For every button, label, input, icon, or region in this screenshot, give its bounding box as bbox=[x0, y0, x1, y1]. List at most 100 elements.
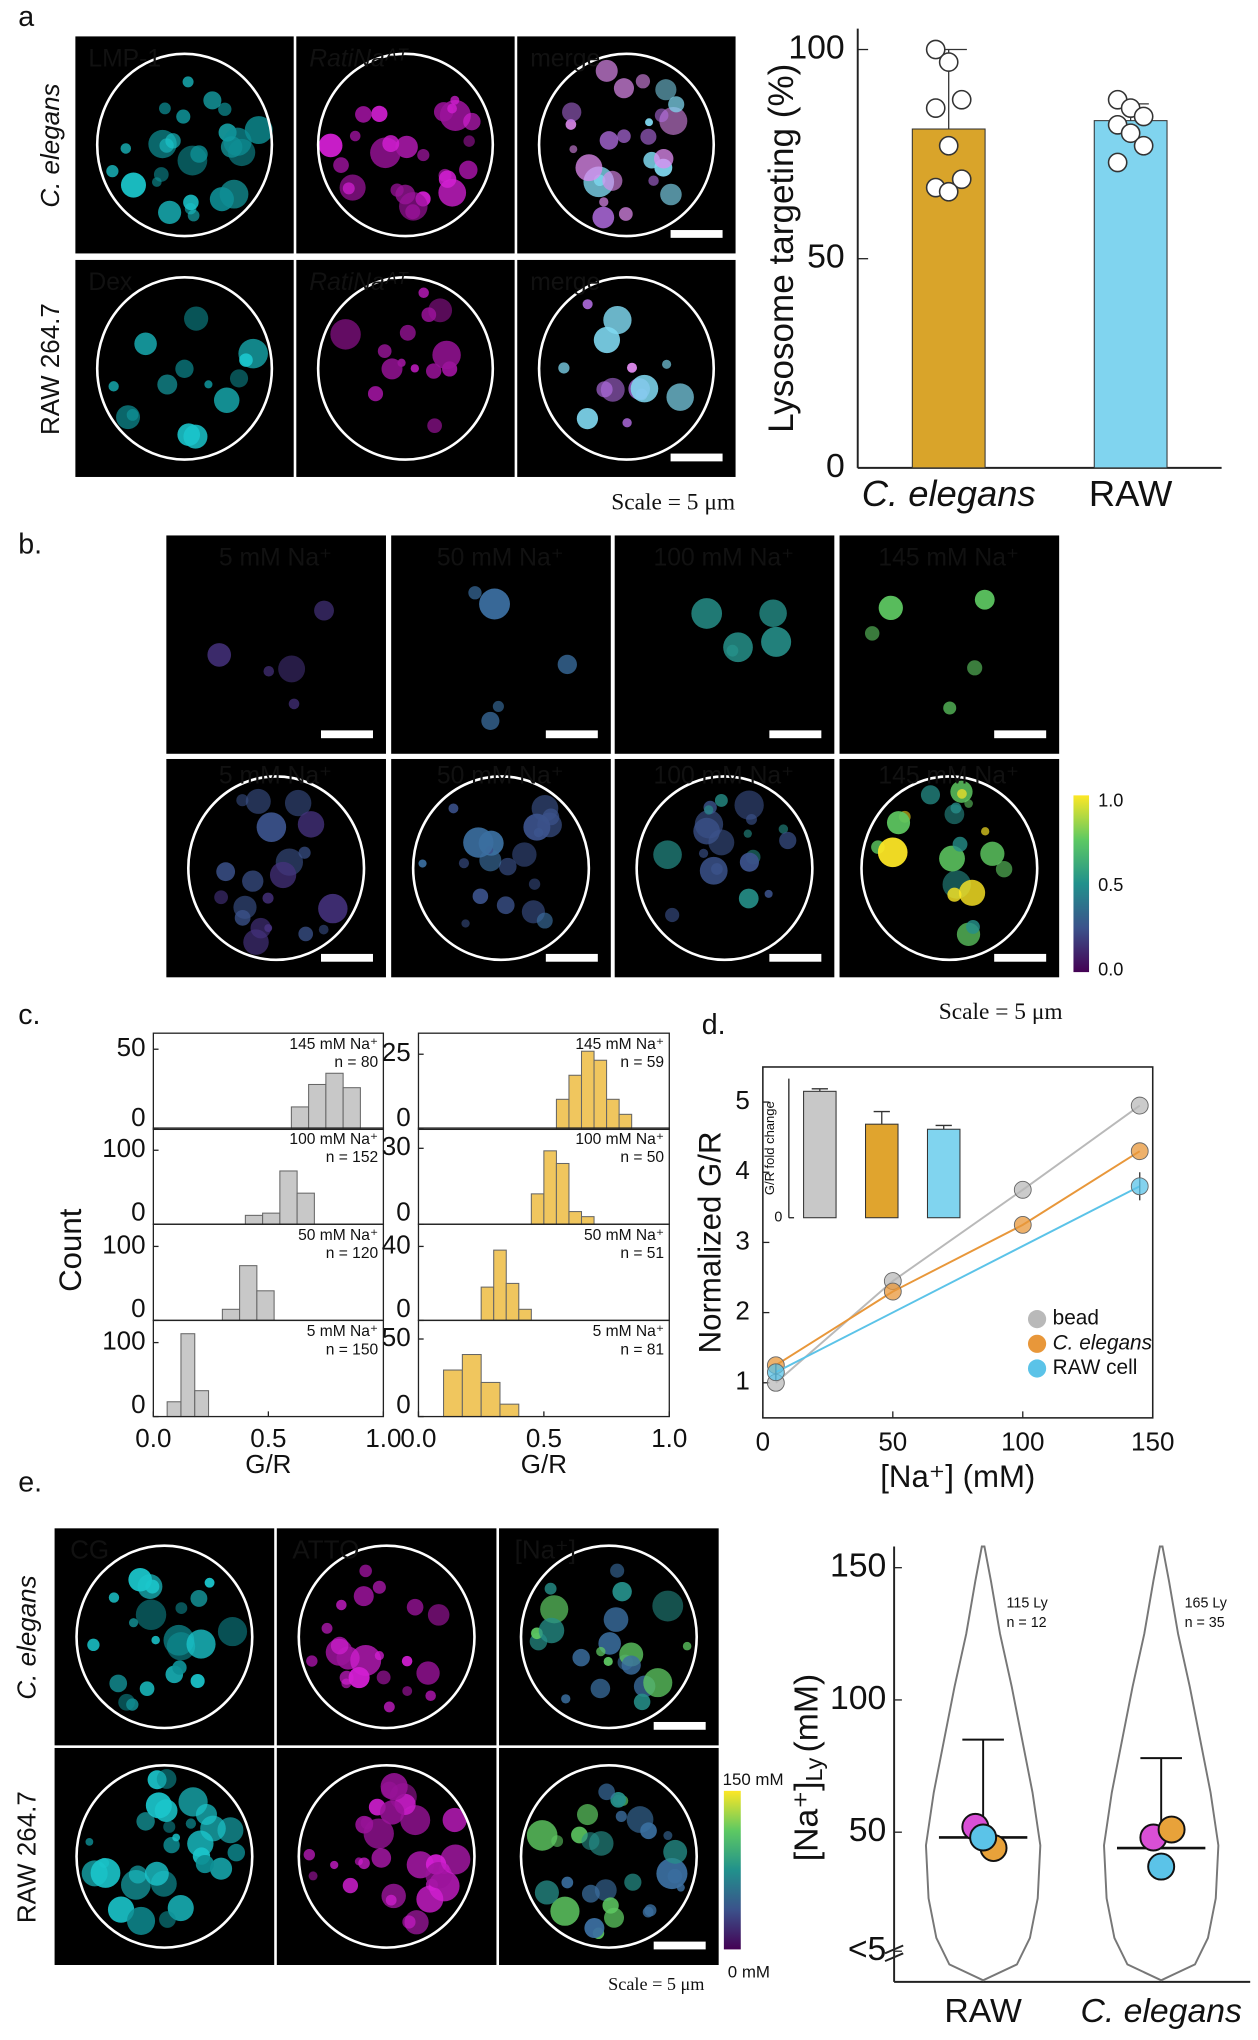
annotation: n = 80 bbox=[334, 1054, 378, 1071]
signal-blob bbox=[595, 59, 618, 82]
signal-blob bbox=[318, 924, 329, 935]
signal-blob bbox=[612, 1581, 632, 1602]
signal-blob bbox=[599, 197, 609, 207]
signal-blob bbox=[463, 135, 475, 147]
signal-blob bbox=[967, 660, 983, 676]
scale-note: Scale = 5 μm bbox=[939, 999, 1063, 1025]
signal-blob bbox=[339, 1670, 354, 1685]
signal-blob bbox=[120, 172, 146, 198]
annotation: n = 59 bbox=[620, 1054, 664, 1071]
y-tick-label: 0 bbox=[131, 1102, 145, 1132]
signal-blob bbox=[569, 145, 578, 154]
histogram-bar bbox=[480, 1286, 495, 1321]
channel-label: ATTO bbox=[292, 1535, 359, 1565]
signal-blob bbox=[209, 187, 234, 212]
histogram-bar bbox=[606, 1098, 620, 1130]
x-tick-label: 100 bbox=[1001, 1427, 1044, 1457]
signal-blob bbox=[175, 1602, 188, 1614]
histogram-bar bbox=[555, 1162, 570, 1225]
signal-blob bbox=[367, 386, 384, 402]
signal-blob bbox=[463, 827, 494, 858]
signal-blob bbox=[371, 105, 388, 122]
scale-bar bbox=[769, 730, 822, 739]
condition-label: 100 mM Na⁺ bbox=[654, 544, 795, 571]
signal-blob bbox=[269, 861, 297, 889]
signal-blob bbox=[159, 138, 174, 153]
legend-marker bbox=[1027, 1359, 1047, 1378]
histogram-bar bbox=[505, 1282, 520, 1321]
colorbar-label: 0.5 bbox=[1098, 875, 1123, 895]
signal-blob bbox=[239, 353, 253, 367]
signal-blob bbox=[401, 1655, 413, 1667]
signal-blob bbox=[663, 1839, 688, 1864]
y-tick-label: <5 bbox=[848, 1930, 887, 1968]
annotation: 100 mM Na⁺ bbox=[289, 1131, 378, 1148]
signal-blob bbox=[108, 1592, 120, 1603]
channel-label: Dex bbox=[88, 269, 133, 296]
signal-blob bbox=[704, 805, 714, 815]
signal-blob bbox=[610, 1791, 627, 1808]
signal-blob bbox=[528, 878, 541, 890]
row-label: C. elegans bbox=[35, 83, 65, 207]
signal-blob bbox=[761, 626, 792, 657]
y-tick-label: 0 bbox=[396, 1293, 410, 1323]
data-point bbox=[1130, 1142, 1149, 1161]
signal-blob bbox=[644, 1904, 657, 1917]
violin-outline bbox=[924, 1545, 1042, 1982]
micrograph bbox=[839, 535, 1060, 754]
colorbar-label: 0 mM bbox=[728, 1962, 770, 1981]
row-label: C. elegans bbox=[11, 1575, 41, 1699]
signal-blob bbox=[920, 785, 941, 805]
row-label: RAW 264.7 bbox=[35, 303, 65, 435]
signal-blob bbox=[596, 1646, 606, 1657]
signal-blob bbox=[635, 74, 651, 89]
signal-blob bbox=[496, 896, 515, 915]
signal-blob bbox=[459, 160, 478, 180]
panel-label: b. bbox=[18, 528, 42, 560]
signal-blob bbox=[626, 362, 638, 373]
signal-blob bbox=[726, 644, 739, 657]
y-axis-label-part: [Na⁺] bbox=[787, 1781, 825, 1861]
histogram-bar bbox=[443, 1369, 463, 1418]
signal-blob bbox=[958, 879, 986, 906]
x-tick-label: 0.0 bbox=[400, 1423, 436, 1453]
signal-blob bbox=[156, 1769, 177, 1789]
signal-blob bbox=[145, 1792, 172, 1819]
x-tick-label: C. elegans bbox=[862, 473, 1036, 514]
signal-blob bbox=[109, 1674, 128, 1693]
signal-blob bbox=[250, 917, 272, 939]
y-tick-label: 50 bbox=[117, 1032, 146, 1062]
signal-blob bbox=[399, 192, 428, 221]
histogram-bar bbox=[580, 1216, 595, 1225]
signal-blob bbox=[263, 665, 275, 677]
signal-blob bbox=[298, 926, 314, 942]
annotation: n = 120 bbox=[326, 1245, 379, 1262]
condition-label: 5 mM Na⁺ bbox=[219, 544, 332, 571]
signal-blob bbox=[746, 813, 757, 825]
cell-outline bbox=[297, 1544, 476, 1730]
condition-label: 5 mM Na⁺ bbox=[219, 763, 332, 790]
signal-blob bbox=[562, 102, 582, 122]
signal-blob bbox=[151, 1635, 160, 1645]
signal-blob bbox=[376, 1670, 391, 1685]
bar bbox=[1093, 120, 1168, 469]
signal-blob bbox=[633, 1693, 651, 1711]
signal-blob bbox=[711, 863, 723, 875]
scale-bar bbox=[653, 1721, 706, 1730]
cell-outline bbox=[297, 1764, 476, 1949]
condition-label: 100 mM Na⁺ bbox=[654, 763, 795, 790]
histogram-bar bbox=[194, 1390, 210, 1418]
y-axis-label-part: (mM) bbox=[787, 1674, 825, 1753]
annotation: 145 mM Na⁺ bbox=[289, 1036, 378, 1053]
signal-blob bbox=[186, 1629, 216, 1659]
micrograph bbox=[391, 535, 611, 754]
y-axis-label: [Na⁺]Ly (mM) bbox=[787, 1674, 827, 1862]
histogram-bar bbox=[543, 1150, 557, 1225]
signal-blob bbox=[442, 361, 458, 377]
signal-blob bbox=[447, 103, 457, 114]
y-tick-label: 100 bbox=[102, 1133, 145, 1163]
signal-blob bbox=[461, 919, 470, 928]
signal-blob bbox=[126, 409, 139, 421]
signal-blob bbox=[648, 175, 659, 186]
histogram-bar bbox=[308, 1083, 327, 1130]
